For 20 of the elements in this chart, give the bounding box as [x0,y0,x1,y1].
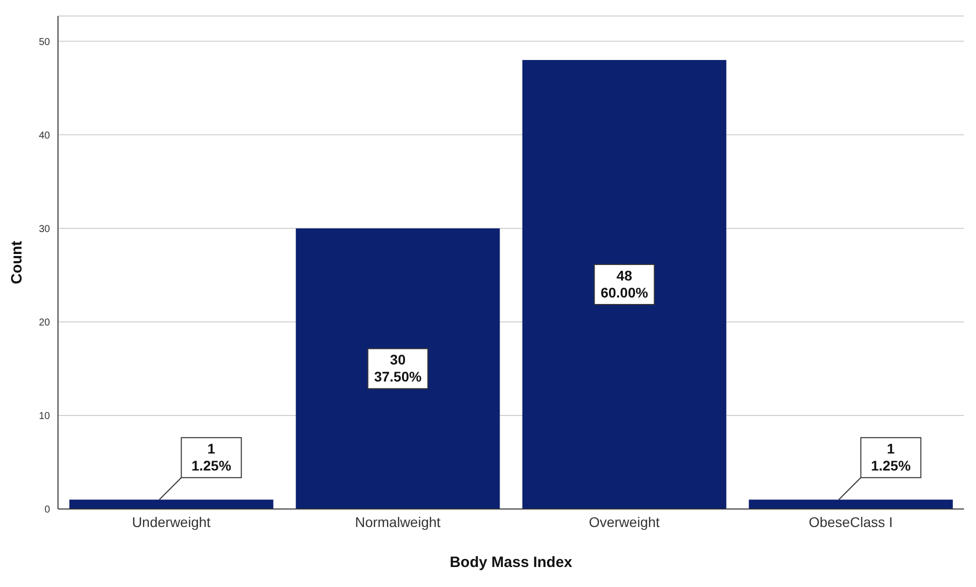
bar [522,60,726,509]
x-tick-label: ObeseClass I [808,514,893,530]
x-tick-label: Underweight [132,514,211,530]
data-label: 1 1.25% [191,440,232,474]
y-tick-label: 20 [38,317,50,328]
y-tick-label: 10 [38,411,50,422]
bar [748,500,953,509]
y-tick-label: 50 [38,36,50,48]
data-label: 1 1.25% [870,440,912,474]
x-tick-label: Overweight [588,514,660,530]
data-label: 48 60.00% [600,267,649,300]
y-axis-title: Count [8,240,26,284]
y-tick-label: 0 [44,504,50,516]
y-tick-label: 30 [38,224,50,235]
bar [296,228,500,509]
x-axis-title: Body Mass Index [450,554,573,571]
bar [69,500,274,509]
x-tick-label: Normalweight [354,514,441,530]
y-tick-label: 40 [38,130,50,142]
data-label: 30 37.50% [374,352,422,385]
